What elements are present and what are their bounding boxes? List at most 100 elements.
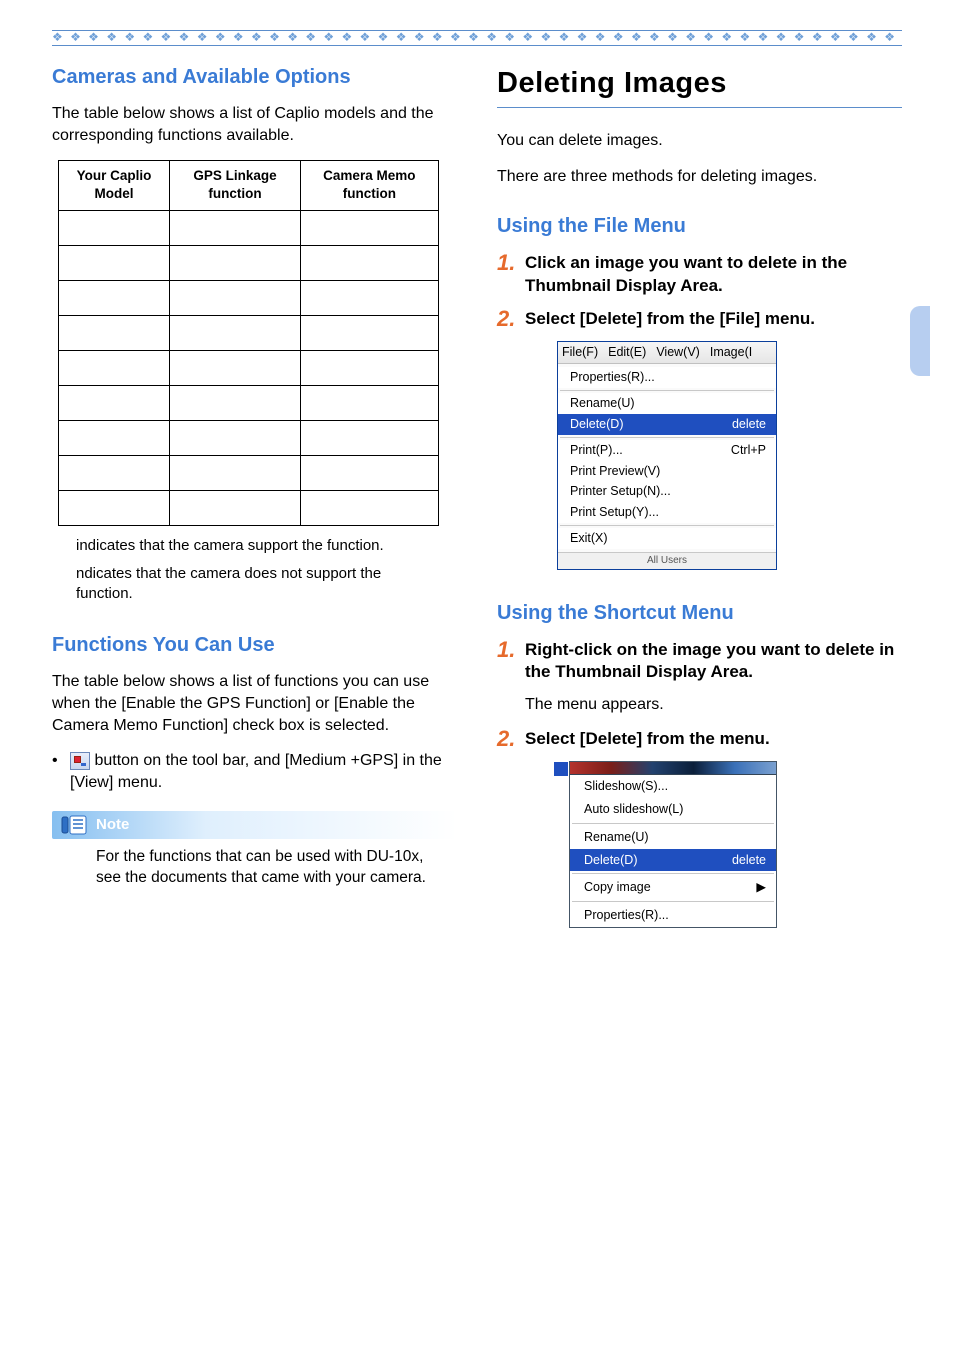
step-text: Right-click on the image you want to del…	[525, 639, 902, 685]
menu-separator	[560, 390, 774, 391]
table-row	[59, 385, 439, 420]
menu-item-shortcut: ▶	[756, 879, 766, 896]
note-header-band: Note	[52, 811, 457, 839]
shortcut-step-1: 1. Right-click on the image you want to …	[497, 639, 902, 685]
menu-item-label: Print Preview(V)	[570, 463, 660, 480]
menu-item-label: Properties(R)...	[570, 369, 655, 386]
context-menu-item[interactable]: Delete(D) delete	[570, 849, 776, 872]
menu-item-shortcut: Ctrl+P	[731, 442, 766, 459]
table-cell	[169, 490, 300, 525]
table-cell	[59, 315, 170, 350]
table-cell	[169, 455, 300, 490]
context-menu-titlebar-fragment	[570, 762, 776, 775]
menu-item-label: Slideshow(S)...	[584, 778, 668, 795]
menu-separator	[572, 823, 774, 824]
menu-item[interactable]: Exit(X)	[558, 528, 776, 549]
file-menu-screenshot: File(F) Edit(E) View(V) Image(I Properties(…	[557, 341, 777, 569]
menubar-item[interactable]: View(V)	[656, 344, 700, 361]
context-menu-item[interactable]: Copy image ▶	[570, 876, 776, 899]
table-cell	[59, 490, 170, 525]
step-number: 1.	[497, 639, 525, 685]
table-cell	[59, 210, 170, 245]
menu-separator	[572, 901, 774, 902]
menu-item-label: Properties(R)...	[584, 907, 669, 924]
footnote-supported: indicates that the camera support the fu…	[76, 536, 433, 556]
menu-item-shortcut: delete	[732, 852, 766, 869]
note-label: Note	[96, 815, 129, 835]
table-cell	[169, 315, 300, 350]
step-number: 1.	[497, 252, 525, 298]
table-cell	[300, 420, 438, 455]
th-gps: GPS Linkage function	[169, 161, 300, 210]
para-functions-intro: The table below shows a list of function…	[52, 671, 457, 736]
table-cell	[169, 420, 300, 455]
menu-item-label: Auto slideshow(L)	[584, 801, 683, 818]
table-row	[59, 280, 439, 315]
bullet-toolbar-button: • button on the tool bar, and [Medium +G…	[52, 750, 457, 793]
step-number: 2.	[497, 728, 525, 751]
menu-item-label: Exit(X)	[570, 530, 608, 547]
heading-deleting-images: Deleting Images	[497, 64, 902, 103]
table-row	[59, 455, 439, 490]
menu-item[interactable]: Print Setup(Y)...	[558, 502, 776, 523]
menu-item[interactable]: Delete(D) delete	[558, 414, 776, 435]
table-cell	[300, 280, 438, 315]
table-cell	[169, 385, 300, 420]
menu-item-label: Printer Setup(N)...	[570, 483, 671, 500]
context-menu-item[interactable]: Slideshow(S)...	[570, 775, 776, 798]
shortcut-step-2: 2. Select [Delete] from the menu.	[497, 728, 902, 751]
menu-separator	[572, 873, 774, 874]
table-cell	[59, 385, 170, 420]
table-row	[59, 245, 439, 280]
menu-item[interactable]: Print(P)... Ctrl+P	[558, 440, 776, 461]
step-number: 2.	[497, 308, 525, 331]
th-model: Your Caplio Model	[59, 161, 170, 210]
menu-item-label: Delete(D)	[584, 852, 638, 869]
para-three-methods: There are three methods for deleting ima…	[497, 166, 902, 188]
table-row	[59, 315, 439, 350]
shortcut-step-1-result: The menu appears.	[525, 694, 902, 716]
table-cell	[300, 210, 438, 245]
menubar-item[interactable]: Image(I	[710, 344, 752, 361]
right-column: Deleting Images You can delete images. T…	[497, 64, 902, 942]
table-cell	[300, 315, 438, 350]
step-text: Click an image you want to delete in the…	[525, 252, 902, 298]
menu-item-label: Print(P)...	[570, 442, 623, 459]
table-cell	[59, 245, 170, 280]
step-text: Select [Delete] from the [File] menu.	[525, 308, 815, 331]
menu-item-label: Rename(U)	[584, 829, 649, 846]
caplio-models-table: Your Caplio Model GPS Linkage function C…	[58, 160, 439, 525]
table-cell	[300, 385, 438, 420]
page-side-tab	[910, 306, 930, 376]
step-text: Select [Delete] from the menu.	[525, 728, 770, 751]
context-menu-item[interactable]: Properties(R)...	[570, 904, 776, 927]
table-cell	[300, 455, 438, 490]
menu-item-label: Rename(U)	[570, 395, 635, 412]
context-menu-screenshot: Slideshow(S)... Auto slideshow(L) Rename(U…	[569, 761, 777, 928]
context-menu-item[interactable]: Rename(U)	[570, 826, 776, 849]
heading-cameras-options: Cameras and Available Options	[52, 64, 457, 91]
para-cameras-intro: The table below shows a list of Caplio m…	[52, 103, 457, 146]
menu-bar: File(F) Edit(E) View(V) Image(I	[558, 342, 776, 364]
menu-item[interactable]: Rename(U)	[558, 393, 776, 414]
toolbar-button-icon	[70, 752, 90, 770]
menubar-item[interactable]: File(F)	[562, 344, 598, 361]
table-cell	[300, 490, 438, 525]
table-cell	[169, 245, 300, 280]
footnote-not-supported: ndicates that the camera does not suppor…	[76, 564, 433, 605]
bullet-marker: •	[52, 750, 70, 772]
table-cell	[169, 210, 300, 245]
menu-footer: All Users	[558, 552, 776, 569]
menu-item-label: Copy image	[584, 879, 651, 896]
menubar-item[interactable]: Edit(E)	[608, 344, 646, 361]
table-cell	[169, 350, 300, 385]
menu-item-shortcut: delete	[732, 416, 766, 433]
menu-item[interactable]: Printer Setup(N)...	[558, 481, 776, 502]
menu-item[interactable]: Print Preview(V)	[558, 461, 776, 482]
th-memo: Camera Memo function	[300, 161, 438, 210]
menu-item-label: Delete(D)	[570, 416, 624, 433]
filemenu-step-2: 2. Select [Delete] from the [File] menu.	[497, 308, 902, 331]
note-icon	[60, 814, 90, 836]
context-menu-item[interactable]: Auto slideshow(L)	[570, 798, 776, 821]
menu-item[interactable]: Properties(R)...	[558, 367, 776, 388]
